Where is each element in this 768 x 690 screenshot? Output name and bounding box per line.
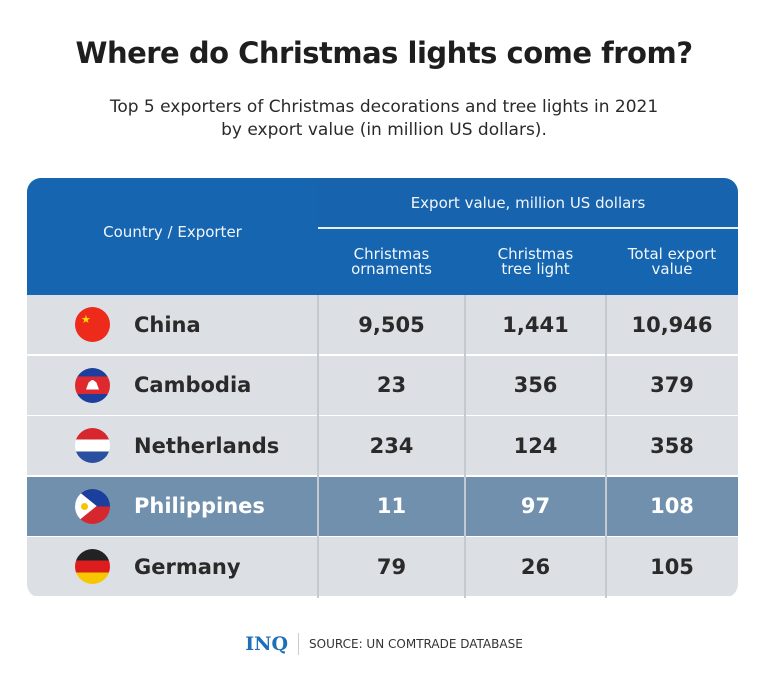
subtitle-line: by export value (in million US dollars). [221,120,547,140]
total-value: 10,946 [631,312,713,337]
country-name: China [134,312,201,337]
ornaments-value: 79 [376,554,407,579]
table-row: Cambodia 23 356 379 [27,355,738,415]
header-divider [318,227,738,229]
ornaments-value: 23 [376,373,407,397]
total-value: 379 [650,373,694,397]
header-country: Country / Exporter [27,178,318,295]
ornaments-value: 9,505 [358,312,425,337]
country-name: Netherlands [134,433,280,458]
subtitle-line: Top 5 exporters of Christmas decorations… [109,97,659,117]
header-group: Export value, million US dollars [318,178,738,227]
philippines-flag-icon [75,488,110,524]
table-row: Philippines 11 97 108 [27,476,738,536]
tree-light-value: 124 [513,433,558,458]
total-value: 358 [650,433,694,458]
tree-light-value: 356 [513,373,558,397]
total-value: 108 [650,494,694,518]
exporters-table: Country / Exporter Export value, million… [27,178,738,598]
column-divider [605,295,607,598]
country-name: Cambodia [134,373,252,397]
ornaments-value: 11 [376,494,407,518]
country-name: Philippines [134,494,265,518]
netherlands-flag-icon [75,428,110,463]
page-title: Where do Christmas lights come from? [75,36,693,70]
tree-light-value: 26 [520,554,551,579]
source-text: SOURCE: UN COMTRADE DATABASE [309,637,523,651]
germany-flag-icon [75,549,110,584]
ornaments-value: 234 [369,433,414,458]
column-divider [317,295,319,598]
table-row: Germany 79 26 105 [27,537,738,596]
column-divider [464,295,466,598]
footer: INQ SOURCE: UN COMTRADE DATABASE [0,633,768,655]
tree-light-value: 1,441 [502,312,569,337]
country-name: Germany [134,554,241,579]
table-row: Netherlands 234 124 358 [27,416,738,475]
inq-logo: INQ [245,633,300,655]
table-row: ★ China 9,505 1,441 10,946 [27,295,738,354]
china-flag-icon: ★ [75,307,110,342]
header-tree-light: Christmas tree light [465,229,606,295]
header-total: Total export value [606,229,738,295]
cambodia-flag-icon [75,367,110,403]
total-value: 105 [650,554,694,579]
header-ornaments: Christmas ornaments [318,229,465,295]
tree-light-value: 97 [520,494,551,518]
subtitle: Top 5 exporters of Christmas decorations… [0,96,768,142]
